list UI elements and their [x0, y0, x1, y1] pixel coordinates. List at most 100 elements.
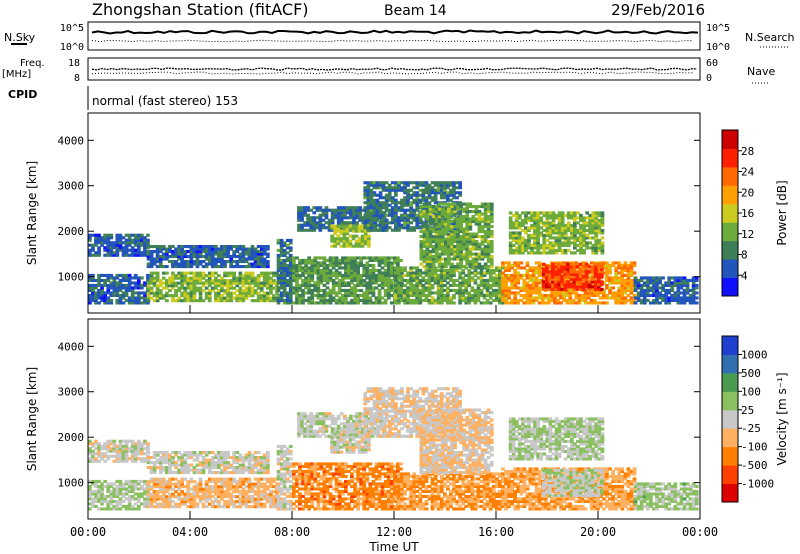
range-gate-cell [458, 283, 462, 287]
range-gate-cell [480, 242, 485, 246]
range-gate-cell [556, 291, 560, 295]
range-gate-cell [427, 196, 432, 200]
range-gate-cell [322, 271, 327, 275]
range-gate-cell [88, 296, 92, 300]
range-gate-cell [363, 193, 368, 197]
range-gate-cell [262, 296, 267, 300]
range-gate-cell [403, 198, 407, 202]
range-gate-cell [387, 196, 392, 200]
range-gate-cell [238, 281, 243, 285]
range-gate-cell [436, 273, 441, 277]
range-gate-cell [372, 203, 377, 207]
range-gate-cell [449, 296, 453, 300]
power-colorbar-label: Power [dB] [775, 180, 789, 245]
range-gate-cell [146, 276, 150, 280]
range-gate-cell [195, 271, 200, 275]
range-gate-cell [430, 298, 435, 302]
range-gate-cell [626, 281, 631, 285]
range-gate-cell [553, 301, 557, 305]
range-gate-cell [341, 258, 345, 262]
range-gate-cell [149, 296, 154, 300]
range-gate-cell [415, 223, 420, 227]
range-gate-cell [106, 238, 111, 242]
range-gate-cell [207, 252, 212, 256]
range-gate-cell [152, 260, 157, 264]
range-gate-cell [334, 263, 339, 267]
range-gate-cell [483, 210, 488, 214]
range-gate-cell [180, 294, 184, 298]
range-gate-cell [536, 231, 540, 235]
range-gate-cell [168, 255, 172, 259]
range-gate-cell [459, 260, 463, 264]
range-gate-cell [525, 273, 530, 277]
range-gate-cell [467, 273, 472, 277]
range-gate-cell [568, 298, 573, 302]
range-gate-cell [513, 263, 517, 267]
range-gate-cell [439, 193, 444, 197]
range-gate-cell [343, 216, 347, 220]
range-gate-cell [403, 288, 407, 292]
range-gate-cell [328, 276, 333, 280]
range-gate-cell [412, 278, 417, 282]
range-gate-cell [192, 294, 197, 298]
range-gate-cell [421, 271, 426, 275]
range-gate-cell [383, 278, 388, 282]
range-gate-cell [363, 242, 368, 246]
range-gate-cell [262, 245, 267, 249]
range-gate-cell [471, 235, 476, 239]
range-gate-cell [586, 291, 591, 295]
range-gate-cell [368, 296, 373, 300]
range-gate-cell [480, 205, 485, 209]
range-gate-cell [235, 265, 240, 269]
range-gate-cell [341, 298, 345, 302]
range-gate-cell [369, 213, 374, 217]
range-gate-cell [319, 298, 324, 302]
range-gate-cell [456, 222, 460, 226]
range-gate-cell [365, 261, 370, 265]
range-gate-cell [384, 203, 389, 207]
range-gate-cell [312, 218, 317, 222]
range-gate-cell [288, 288, 293, 292]
range-gate-cell [180, 274, 184, 278]
range-gate-cell [364, 218, 369, 222]
range-gate-cell [376, 223, 381, 227]
range-gate-cell [217, 247, 221, 251]
range-gate-cell [366, 206, 371, 210]
range-gate-cell [694, 301, 699, 305]
range-gate-cell [620, 296, 625, 300]
range-gate-cell [548, 228, 553, 232]
range-gate-cell [533, 226, 537, 230]
range-gate-cell [694, 296, 699, 300]
range-gate-cell [415, 206, 420, 210]
range-gate-cell [133, 273, 138, 277]
range-gate-cell [545, 231, 550, 235]
range-gate-cell [171, 276, 175, 280]
range-gate-cell [362, 296, 367, 300]
range-gate-cell [279, 258, 284, 262]
range-gate-cell [527, 233, 531, 237]
range-gate-cell [629, 283, 634, 287]
range-gate-cell [372, 206, 377, 210]
range-gate-cell [434, 210, 439, 214]
range-gate-cell [483, 205, 488, 209]
range-gate-cell [434, 232, 439, 236]
range-gate-cell [189, 271, 194, 275]
range-gate-cell [508, 226, 513, 230]
range-gate-cell [377, 256, 382, 260]
range-gate-cell [537, 291, 542, 295]
range-gate-cell [434, 222, 439, 226]
range-gate-cell [427, 186, 432, 190]
range-gate-cell [266, 252, 270, 256]
range-gate-cell [543, 296, 548, 300]
range-gate-cell [328, 271, 333, 275]
range-gate-cell [183, 281, 188, 285]
range-gate-cell [327, 228, 332, 232]
range-gate-cell [540, 301, 545, 305]
range-gate-cell [288, 291, 293, 295]
range-gate-cell [453, 232, 457, 236]
range-gate-cell [137, 248, 141, 252]
range-gate-cell [91, 298, 95, 302]
range-gate-cell [371, 266, 376, 270]
range-gate-cell [171, 281, 175, 285]
range-gate-cell [325, 301, 330, 305]
